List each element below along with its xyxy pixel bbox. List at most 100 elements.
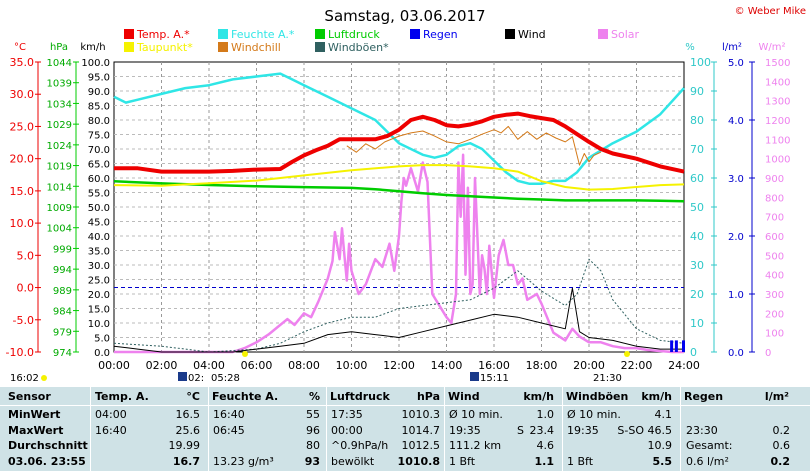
y-tick-label: 1019 (47, 162, 72, 173)
series-line-wind (113, 287, 684, 353)
table-header: °C (186, 390, 200, 403)
y-tick-label: 45.0 (88, 218, 110, 229)
y-tick-label: 979 (53, 327, 72, 338)
x-tick-label: 20:00 (573, 359, 605, 372)
table-column-separator (444, 387, 445, 471)
press-unit-label: hPa (50, 42, 68, 53)
y-tick-label: 10.0 (88, 319, 110, 330)
table-cell: 19:35 (449, 423, 481, 437)
sun-dot (41, 375, 47, 381)
table-cell: 96 (306, 423, 320, 437)
table-header: hPa (416, 390, 440, 403)
sunset-dot (624, 351, 630, 357)
table-cell: 0.2 (772, 423, 791, 437)
table-row-separator (0, 405, 810, 406)
table-cell: 0.2 (770, 454, 791, 468)
rain-bar (674, 340, 678, 352)
y-tick-label: 70.0 (88, 145, 110, 156)
table-row-label: Durchschnitt (8, 439, 88, 452)
time-markers: 16:02 02: 05:28 15:11 21:30 (10, 351, 630, 384)
table-cell: 0.6 (772, 439, 791, 452)
table-cell: 5.5 (652, 454, 673, 468)
table-cell: 0.6 l/m² (686, 454, 729, 468)
left-time-label: 16:02 (10, 373, 39, 384)
table-cell: bewölkt (331, 454, 375, 468)
table-cell: 80 (306, 439, 320, 452)
legend-label: Temp. A.* (136, 28, 190, 41)
y-tick-label: 1014 (47, 182, 72, 193)
sunrise-dot (242, 351, 248, 357)
y-tick-label: 1100 (765, 135, 790, 146)
y-tick-label: 3.0 (728, 174, 744, 185)
table-row-label: MinWert (8, 408, 61, 421)
table-column-separator (326, 387, 327, 471)
table-cell: S-SO (617, 423, 644, 437)
table-header: Sensor (8, 390, 51, 403)
y-tick-label: 85.0 (88, 102, 110, 113)
table-cell: 16.7 (172, 454, 200, 468)
y-tick-label: 90.0 (88, 87, 110, 98)
y-tick-label: 35.0 (10, 56, 35, 69)
table-column-separator (208, 387, 209, 471)
solar-unit-label: W/m² (758, 42, 785, 53)
table-header: Luftdruck (330, 390, 390, 403)
wind-unit-label: km/h (80, 42, 105, 53)
y-tick-label: 1029 (47, 120, 72, 131)
hum-unit-label: % (685, 42, 695, 53)
table-header: l/m² (764, 390, 789, 403)
y-tick-label: 20 (690, 288, 704, 301)
x-tick-label: 18:00 (526, 359, 558, 372)
table-cell: 25.6 (175, 423, 201, 437)
y-tick-label: 994 (53, 265, 72, 276)
x-tick-label: 08:00 (288, 359, 320, 372)
y-tick-label: 1004 (47, 224, 72, 235)
y-tick-label: 989 (53, 286, 72, 297)
y-tick-label: 500 (765, 251, 784, 262)
table-cell: 1.0 (536, 408, 555, 421)
y-tick-label: 1000 (765, 155, 790, 166)
table-cell: 16:40 (213, 408, 245, 421)
y-tick-label: 55.0 (88, 189, 110, 200)
y-tick-label: 10 (690, 317, 704, 330)
noon-time: 15:11 (480, 373, 509, 384)
legend-swatch (315, 29, 325, 39)
y-tick-label: 1024 (47, 141, 72, 152)
table-header: % (308, 390, 320, 403)
y-tick-label: 15.0 (88, 305, 110, 316)
y-tick-label: 1500 (765, 58, 790, 69)
x-tick-label: 06:00 (241, 359, 273, 372)
y-tick-label: 984 (53, 307, 72, 318)
y-tick-label: 35.0 (88, 247, 110, 258)
y-tick-label: 1300 (765, 97, 790, 108)
temp-unit-label: °C (14, 42, 26, 53)
y-tick-label: 80.0 (88, 116, 110, 127)
legend-label: Solar (611, 28, 640, 41)
y-tick-label: 5.0 (17, 249, 35, 262)
y-tick-label: 5.0 (728, 58, 744, 69)
y-tick-label: 40.0 (88, 232, 110, 243)
series-line-windben (113, 258, 685, 353)
y-tick-label: 999 (53, 244, 72, 255)
series-line-solar (114, 153, 684, 354)
x-tick-label: 00:00 (98, 359, 130, 372)
y-tick-label: 25.0 (10, 120, 35, 133)
table-cell: 1012.5 (401, 439, 441, 452)
table-header: km/h (641, 390, 672, 403)
legend-label: Regen (423, 28, 458, 41)
table-cell: 17:35 (331, 408, 363, 421)
y-tick-label: 30.0 (88, 261, 110, 272)
axis-unit-labels: °C hPa km/h % l/m² W/m² (14, 42, 786, 53)
rain-unit-label: l/m² (722, 42, 742, 53)
legend-swatch (218, 29, 228, 39)
legend-swatch (410, 29, 420, 39)
y-tick-label: 400 (765, 271, 784, 282)
table-column-separator (680, 387, 681, 471)
y-tick-label: 65.0 (88, 160, 110, 171)
table-cell: Ø 10 min. (449, 408, 503, 421)
y-tick-label: 0.0 (17, 282, 35, 295)
table-header: Temp. A. (95, 390, 149, 403)
y-tick-label: 10.0 (10, 217, 35, 230)
table-cell: 23:30 (686, 423, 718, 437)
y-tick-label: -10.0 (6, 346, 34, 359)
y-tick-label: 70 (690, 143, 704, 156)
